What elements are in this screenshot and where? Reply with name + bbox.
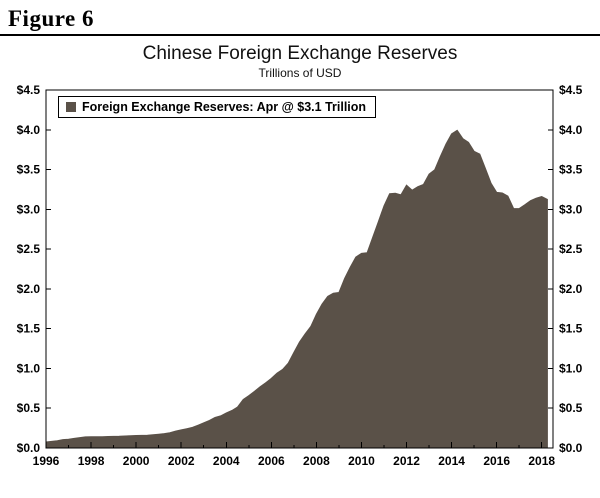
legend-label: Foreign Exchange Reserves: Apr @ $3.1 Tr… — [82, 100, 367, 114]
y-axis-tick-label-left: $4.0 — [17, 123, 41, 137]
legend-swatch — [66, 102, 76, 112]
y-axis-tick-label-left: $1.0 — [17, 361, 41, 375]
y-axis-tick-label-right: $4.5 — [559, 83, 583, 97]
y-axis-tick-label-left: $3.5 — [17, 163, 41, 177]
y-axis-tick-label-left: $1.5 — [17, 322, 41, 336]
chart-title: Chinese Foreign Exchange Reserves — [142, 43, 458, 64]
y-axis-tick-label-left: $3.0 — [17, 202, 41, 216]
x-axis-tick-label: 2004 — [213, 454, 240, 468]
x-axis-tick-label: 2016 — [483, 454, 510, 468]
x-axis-tick-label: 1998 — [78, 454, 105, 468]
x-axis-tick-label: 1996 — [33, 454, 60, 468]
y-axis-tick-label-right: $2.5 — [559, 242, 583, 256]
y-axis-tick-label-left: $0.0 — [17, 441, 41, 455]
y-axis-tick-label-right: $1.5 — [559, 322, 583, 336]
y-axis-tick-label-right: $2.0 — [559, 282, 583, 296]
plot-border — [45, 89, 554, 449]
y-axis-tick-label-left: $2.5 — [17, 242, 41, 256]
x-axis-tick-label: 2002 — [168, 454, 195, 468]
chart-subtitle: Trillions of USD — [258, 66, 342, 80]
y-axis-tick-label-right: $4.0 — [559, 123, 583, 137]
x-axis-tick-label: 2000 — [123, 454, 150, 468]
y-axis-tick-label-right: $0.0 — [559, 441, 583, 455]
chart-canvas: $0.0 $0.0 $0.5 $0.5 $1.0 $1.0 $1.5 $1.5 $2.0 $2.0… — [17, 83, 583, 468]
y-axis-tick-label-right: $1.0 — [559, 361, 583, 375]
x-axis-tick-label: 2018 — [528, 454, 555, 468]
figure-header: Figure 6 — [0, 0, 600, 36]
chart-area: $0.0 $0.0 $0.5 $0.5 $1.0 $1.0 $1.5 $1.5 $2.0 $2.0… — [0, 82, 600, 482]
y-axis-tick-label-left: $4.5 — [17, 83, 41, 97]
y-axis-tick-label-left: $2.0 — [17, 282, 41, 296]
y-axis-tick-label-right: $3.5 — [559, 163, 583, 177]
x-axis-tick-label: 2010 — [348, 454, 375, 468]
y-axis-tick-label-left: $0.5 — [17, 401, 41, 415]
x-axis-tick-label: 2008 — [303, 454, 330, 468]
legend: Foreign Exchange Reserves: Apr @ $3.1 Tr… — [58, 96, 377, 118]
x-axis-tick-label: 2014 — [438, 454, 465, 468]
x-axis-tick-label: 2006 — [258, 454, 285, 468]
figure-label: Figure 6 — [8, 6, 94, 31]
area-series — [45, 129, 548, 449]
x-axis-tick-label: 2012 — [393, 454, 420, 468]
y-axis-tick-label-right: $0.5 — [559, 401, 583, 415]
y-axis-tick-label-right: $3.0 — [559, 202, 583, 216]
